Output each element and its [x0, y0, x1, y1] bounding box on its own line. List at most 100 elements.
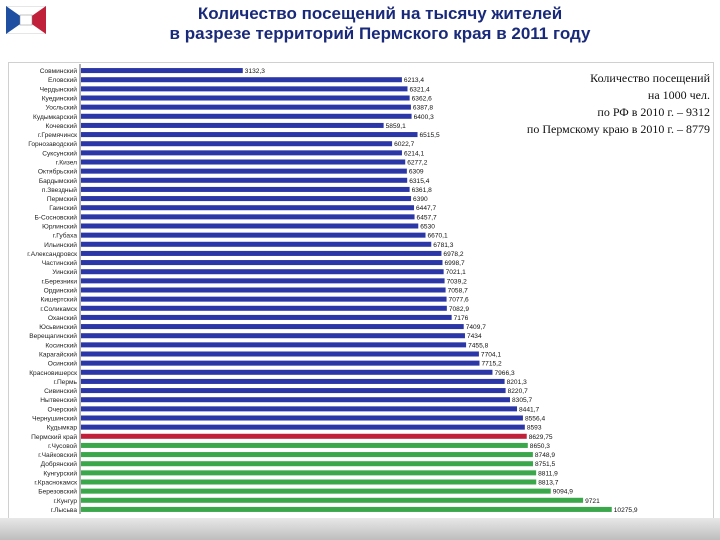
value-label: 7434: [467, 333, 482, 340]
bar: [81, 122, 384, 128]
value-label: 7704,1: [481, 352, 502, 359]
info-line-1: Количество посещений: [590, 71, 710, 85]
category-label: Еловский: [48, 76, 77, 84]
value-label: 6447,7: [416, 205, 437, 212]
bar: [81, 470, 537, 476]
category-label: Косинский: [45, 341, 77, 349]
bar-row: г.Губаха 6670,1: [53, 232, 448, 240]
value-label: 6213,4: [404, 77, 425, 84]
bar-row: Уосльский 6387,8: [45, 104, 433, 112]
bar-row: Добрянский 8751,5: [41, 460, 556, 468]
bar: [81, 415, 523, 421]
info-line-3: по РФ в 2010 г. – 9312: [597, 105, 710, 119]
bar: [81, 168, 407, 174]
bar-row: Березовский 9094,9: [38, 488, 573, 496]
category-label: Березовский: [38, 488, 77, 496]
value-label: 6315,4: [409, 178, 430, 185]
category-label: Чердынский: [40, 85, 78, 93]
category-label: Чернушинский: [32, 415, 77, 423]
bar: [81, 250, 442, 256]
bar-row: Юрлинский 6530: [42, 223, 435, 231]
bar-row: г.Чусовой 8650,3: [48, 442, 550, 450]
value-label: 7039,2: [447, 278, 468, 285]
category-label: Кочевский: [46, 122, 78, 130]
bar: [81, 241, 432, 247]
bar-row: Совминский 3132,3: [40, 67, 266, 75]
bar-row: Частинский 6998,7: [42, 259, 465, 267]
bar-row: Сивинский 8220,7: [44, 387, 528, 395]
value-label: 6515,5: [420, 132, 441, 139]
value-label: 8629,75: [529, 434, 553, 441]
category-label: г.Лысьва: [51, 507, 78, 514]
bar: [81, 360, 480, 366]
category-label: Совминский: [40, 67, 78, 75]
category-label: Бардымский: [39, 177, 77, 185]
bar: [81, 488, 551, 494]
bar-row: Еловский 6213,4: [48, 76, 424, 84]
category-label: Сивинский: [44, 387, 77, 395]
value-label: 7021,1: [446, 269, 467, 276]
bar: [81, 86, 408, 92]
bar: [81, 113, 412, 119]
bar: [81, 324, 464, 330]
category-label: г.Кизел: [56, 160, 77, 167]
bar-row: Пермский 6390: [47, 195, 428, 203]
value-label: 5859,1: [386, 123, 407, 130]
category-label: Верещагинский: [29, 332, 77, 340]
category-label: Юсьвинский: [39, 323, 77, 331]
bar-row: Красновишерск 7966,3: [29, 369, 515, 377]
bar: [81, 351, 479, 357]
value-label: 6400,3: [414, 114, 435, 121]
category-label: Октябрьский: [38, 168, 77, 176]
value-label: 8751,5: [535, 461, 556, 468]
bar: [81, 296, 447, 302]
value-label: 6309: [409, 169, 424, 176]
bar-row: Пермский край 8629,75: [31, 433, 553, 441]
value-label: 8748,9: [535, 452, 556, 459]
category-label: Добрянский: [41, 460, 78, 468]
value-label: 8201,3: [507, 379, 528, 386]
bottom-strip: [0, 518, 720, 540]
bar-row: Чернушинский 8556,4: [32, 415, 545, 423]
bar-row: г.Кунгур 9721: [53, 497, 600, 505]
value-label: 3132,3: [245, 68, 266, 75]
bar-row: г.Лысьва 10275,9: [51, 506, 638, 514]
bar: [81, 397, 510, 403]
value-label: 7966,3: [494, 370, 515, 377]
info-box: Количество посещений на 1000 чел. по РФ …: [470, 70, 710, 138]
value-label: 9721: [585, 498, 600, 505]
category-label: г.Александровск: [27, 251, 77, 258]
bar-row: Кунгурский 8811,9: [43, 469, 558, 477]
bar: [81, 150, 402, 156]
bar-row: Бардымский 6315,4: [39, 177, 430, 185]
category-label: г.Краснокамск: [34, 480, 77, 487]
category-label: Уосльский: [45, 104, 77, 112]
value-label: 8220,7: [508, 388, 529, 395]
bar-row: Юсьвинский 7409,7: [39, 323, 486, 331]
bar-row: Горнозаводский 6022,7: [28, 140, 414, 148]
bar: [81, 433, 527, 439]
value-label: 6978,2: [443, 251, 464, 258]
value-label: 6457,7: [417, 214, 438, 221]
bar: [81, 95, 410, 101]
bar-row: Ильинский 6781,3: [44, 241, 454, 249]
bar: [81, 424, 525, 430]
bar-row: Кишертский 7077,6: [41, 296, 470, 304]
category-label: г.Чайковский: [38, 451, 77, 459]
bar: [81, 388, 506, 394]
category-label: Очерский: [48, 405, 78, 413]
bar: [81, 159, 406, 165]
bar: [81, 269, 444, 275]
category-label: Кишертский: [41, 296, 78, 304]
category-label: Осинский: [48, 360, 78, 368]
bar: [81, 205, 415, 211]
page-title: Количество посещений на тысячу жителей в…: [60, 4, 700, 44]
value-label: 7058,7: [448, 288, 469, 295]
bar-row: г.Соликамск 7082,9: [40, 305, 469, 313]
category-label: Куединский: [42, 95, 78, 103]
bar: [81, 452, 533, 458]
value-label: 6362,6: [412, 96, 433, 103]
value-label: 8441,7: [519, 406, 540, 413]
bar: [81, 232, 426, 238]
